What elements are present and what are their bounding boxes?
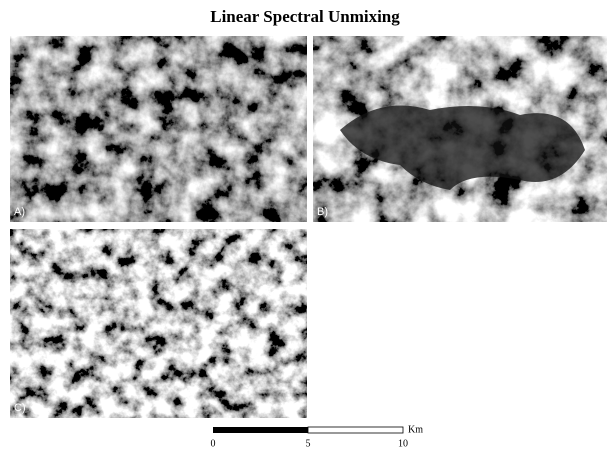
panel-label: A) (14, 206, 25, 218)
scale-unit: Km (408, 424, 423, 435)
panel-b: B) (313, 36, 607, 222)
scale-label: 0 (211, 438, 216, 449)
panel-label: B) (317, 206, 328, 218)
scale-segment (308, 427, 403, 433)
image-c (10, 229, 307, 418)
scale-label: 5 (306, 438, 311, 449)
scale-label: 10 (398, 438, 408, 449)
image-a (10, 36, 307, 222)
scale-segment (213, 427, 308, 433)
panel-a: A) (10, 36, 307, 222)
scale-bar: 0 5 10 Km (211, 424, 424, 449)
panel-label: C) (14, 402, 26, 414)
figure-title: Linear Spectral Unmixing (210, 7, 400, 26)
figure: Linear Spectral Unmixing A) B) C) 0 5 10… (0, 0, 611, 453)
panel-c: C) (10, 229, 307, 418)
